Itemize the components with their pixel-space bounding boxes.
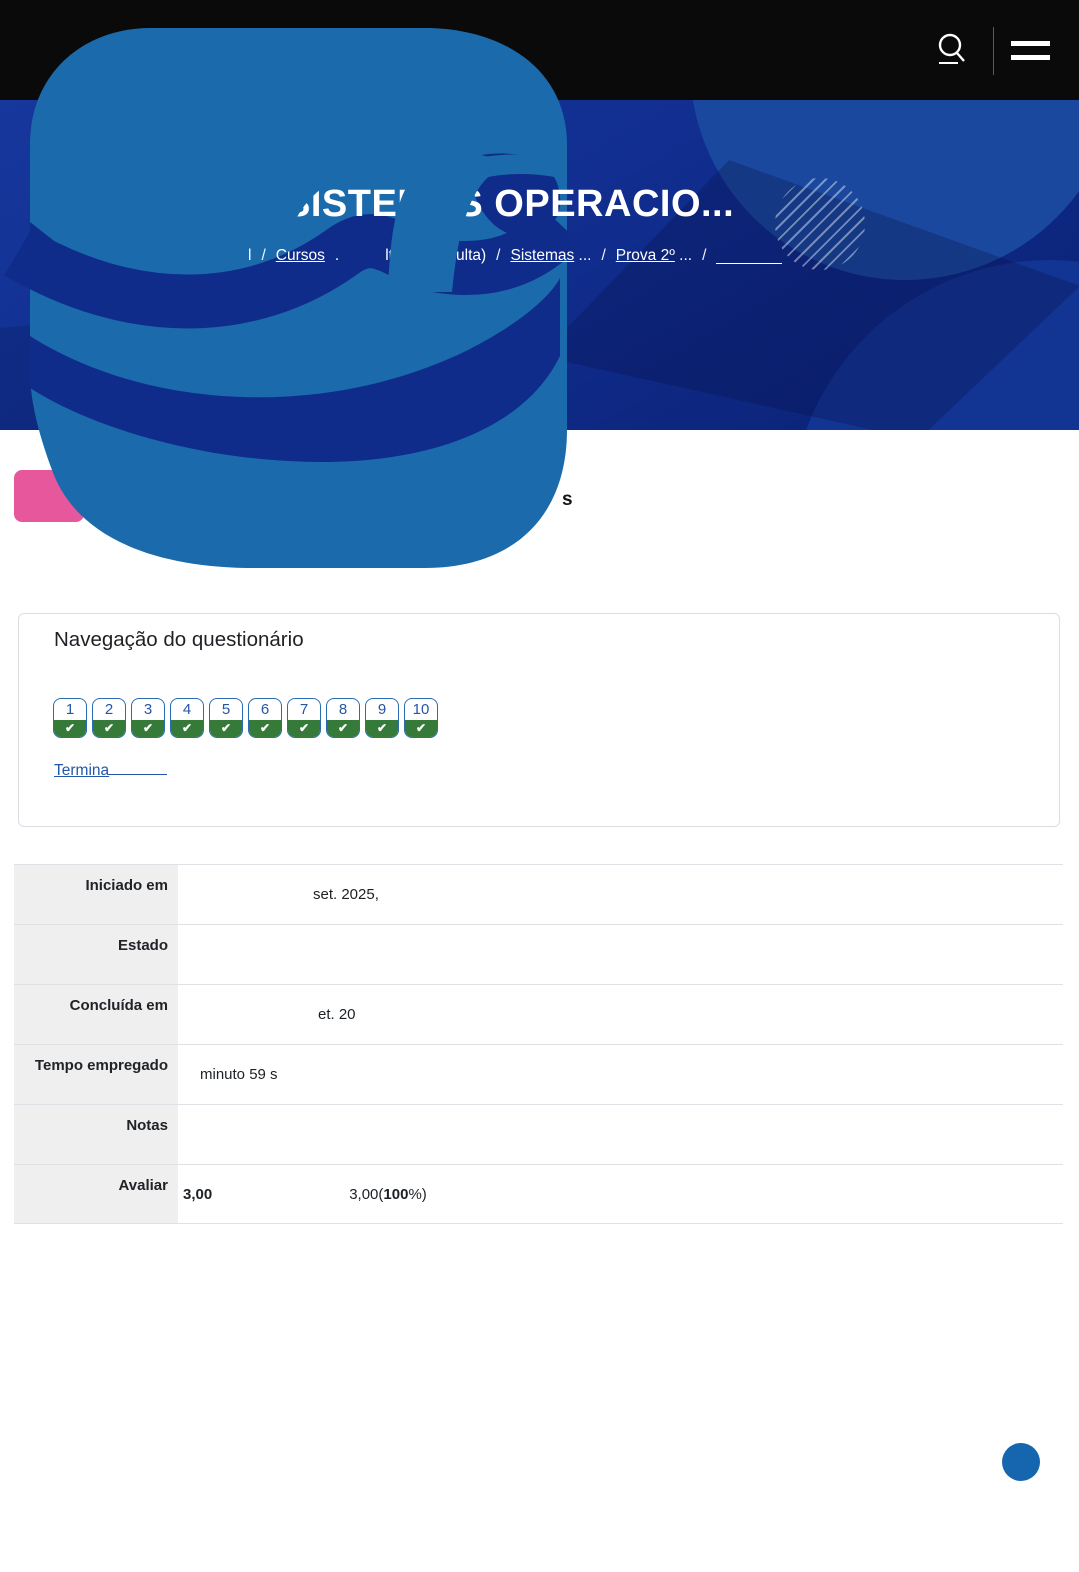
summary-row-value: set. 2025, [178, 865, 1063, 924]
summary-row: Estado [14, 924, 1063, 984]
question-number: 1 [65, 701, 75, 718]
hero-banner [0, 100, 1079, 430]
summary-row-value: 3,00 3,00(100%) [178, 1165, 1063, 1223]
question-number: 4 [182, 701, 192, 718]
answered-check-icon: ✔ [93, 720, 125, 737]
menu-icon[interactable] [1011, 41, 1051, 63]
breadcrumb-separator: / [261, 247, 266, 264]
summary-value-text: minuto 59 s [200, 1066, 278, 1083]
answered-check-icon: ✔ [210, 720, 242, 737]
status-badge [14, 470, 84, 522]
breadcrumb: l / Cursos. lta) / (Oculta) / Sistemas ... / Prov… [248, 247, 783, 265]
breadcrumb-link[interactable]: Cursos [275, 247, 325, 264]
breadcrumb-ellipsis: ... [574, 247, 592, 264]
summary-row: Concluída em et. 20 [14, 984, 1063, 1044]
summary-value-secondary: 3,00(100%) [349, 1185, 427, 1203]
answered-check-icon: ✔ [54, 720, 86, 737]
answered-check-icon: ✔ [288, 720, 320, 737]
question-number: 2 [104, 701, 114, 718]
hero-hatch-pattern [775, 178, 865, 270]
question-nav-button-4[interactable]: 4 ✔ [170, 698, 204, 738]
breadcrumb-separator: / [601, 247, 606, 264]
summary-row-value [178, 1105, 1063, 1164]
answered-check-icon: ✔ [132, 720, 164, 737]
summary-row-value [178, 925, 1063, 984]
quiz-navigation-card: Navegação do questionário 1 ✔ 2 ✔ 3 ✔ 4 ✔ 5 ✔ 6 ✔ 7 ✔… [18, 613, 1060, 827]
question-nav-button-5[interactable]: 5 ✔ [209, 698, 243, 738]
breadcrumb-redacted-link[interactable] [716, 249, 783, 264]
question-number: 9 [377, 701, 387, 718]
breadcrumb-item: (Oculta) [431, 247, 487, 264]
question-nav-button-1[interactable]: 1 ✔ [53, 698, 87, 738]
question-nav-button-7[interactable]: 7 ✔ [287, 698, 321, 738]
attempt-summary-table: Iniciado em set. 2025, Estado Concluída em e… [14, 864, 1063, 1224]
question-number: 3 [143, 701, 153, 718]
search-icon[interactable] [933, 30, 973, 74]
summary-value-text: set. 2025, [313, 886, 379, 903]
quiz-navigation-title: Navegação do questionário [54, 628, 304, 651]
summary-row-label: Iniciado em [14, 865, 178, 924]
question-nav-button-2[interactable]: 2 ✔ [92, 698, 126, 738]
hero-decor-facet [0, 280, 520, 430]
breadcrumb-fragment: lta) [385, 247, 407, 264]
summary-row-label: Tempo empregado [14, 1045, 178, 1104]
summary-value-text: et. 20 [318, 1006, 356, 1023]
breadcrumb-separator: / [702, 247, 707, 264]
summary-value-text: 3,00 [183, 1185, 213, 1203]
question-nav-button-6[interactable]: 6 ✔ [248, 698, 282, 738]
breadcrumb-separator: / [416, 247, 422, 264]
breadcrumb-link[interactable]: Prova 2º [615, 247, 675, 264]
summary-row-value: et. 20 [178, 985, 1063, 1044]
question-number: 5 [221, 701, 231, 718]
summary-row-value: minuto 59 s [178, 1045, 1063, 1104]
summary-row-label: Concluída em [14, 985, 178, 1044]
question-number: 7 [299, 701, 309, 718]
breadcrumb-item: Sistemas ... [510, 247, 591, 265]
breadcrumb-separator: / [496, 247, 501, 264]
question-number: 10 [412, 701, 430, 718]
chat-fab-button[interactable] [1002, 1443, 1040, 1481]
question-button-row: 1 ✔ 2 ✔ 3 ✔ 4 ✔ 5 ✔ 6 ✔ 7 ✔ 8 ✔ 9 ✔ 10 ✔ [53, 698, 438, 738]
summary-row: Avaliar 3,00 3,00(100%) [14, 1164, 1063, 1224]
summary-row-label: Avaliar [14, 1165, 178, 1223]
question-nav-button-10[interactable]: 10 ✔ [404, 698, 438, 738]
page-heading-fragment: s [562, 489, 573, 510]
question-nav-button-9[interactable]: 9 ✔ [365, 698, 399, 738]
question-nav-button-8[interactable]: 8 ✔ [326, 698, 360, 738]
answered-check-icon: ✔ [171, 720, 203, 737]
breadcrumb-item: Cursos [276, 247, 325, 265]
breadcrumb-item: Prova 2º ... [616, 247, 692, 265]
question-number: 6 [260, 701, 270, 718]
breadcrumb-fragment: l [248, 247, 252, 264]
breadcrumb-ellipsis: ... [674, 247, 693, 264]
answered-check-icon: ✔ [405, 720, 437, 737]
answered-check-icon: ✔ [327, 720, 359, 737]
navbar-divider [993, 27, 994, 75]
question-nav-button-3[interactable]: 3 ✔ [131, 698, 165, 738]
finish-review-link[interactable]: Termina [54, 762, 168, 780]
redacted-link-text [109, 762, 168, 775]
summary-row: Notas [14, 1104, 1063, 1164]
summary-row-label: Estado [14, 925, 178, 984]
summary-row: Tempo empregado minuto 59 s [14, 1044, 1063, 1104]
top-navbar [0, 0, 1079, 100]
breadcrumb-fragment: . [334, 247, 340, 264]
breadcrumb-link[interactable]: Sistemas [510, 247, 575, 264]
summary-row-label: Notas [14, 1105, 178, 1164]
summary-row: Iniciado em set. 2025, [14, 864, 1063, 924]
question-number: 8 [338, 701, 348, 718]
answered-check-icon: ✔ [249, 720, 281, 737]
answered-check-icon: ✔ [366, 720, 398, 737]
